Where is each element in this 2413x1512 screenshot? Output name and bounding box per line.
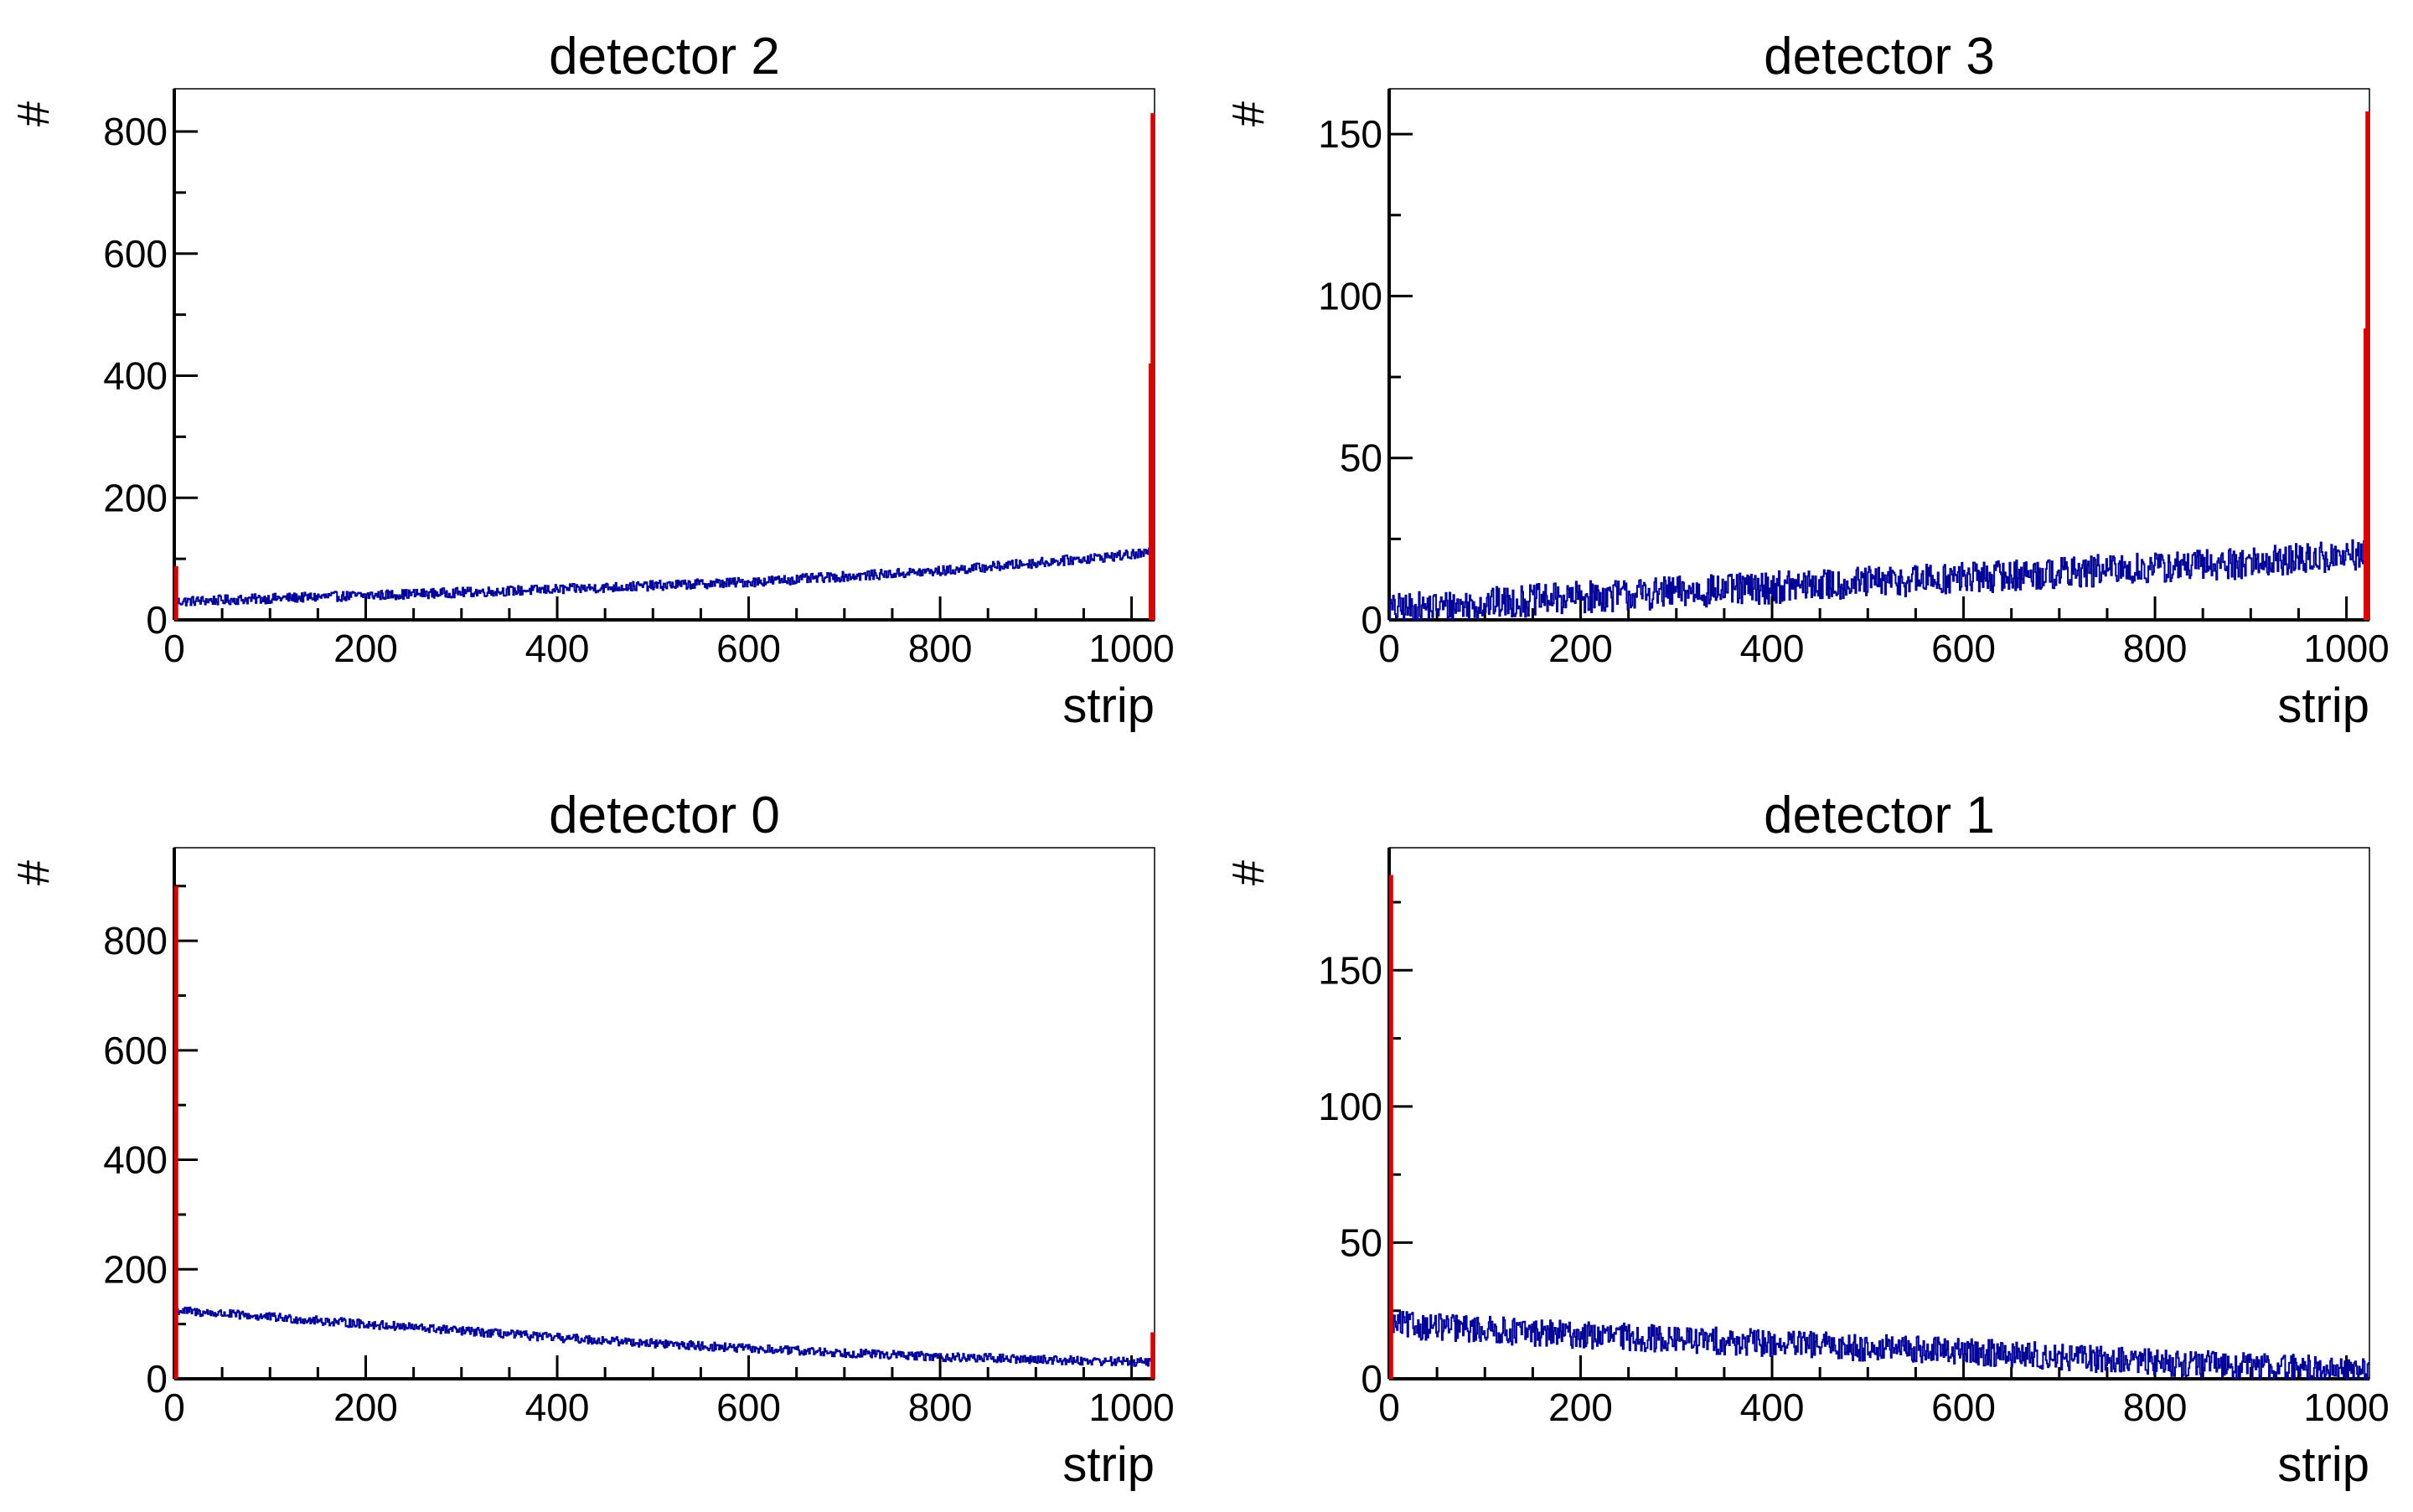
- x-tick-label: 0: [163, 627, 185, 670]
- y-tick-label: 800: [103, 919, 168, 962]
- x-tick-label: 800: [908, 627, 973, 670]
- x-tick-label: 800: [2123, 1386, 2188, 1429]
- x-tick-label: 1000: [1088, 627, 1174, 670]
- x-tick-label: 400: [525, 1386, 590, 1429]
- y-tick-label: 0: [1361, 1357, 1382, 1401]
- y-tick-label: 100: [1318, 1085, 1382, 1128]
- panel-title: detector 0: [549, 787, 780, 844]
- y-axis-label: #: [8, 860, 59, 885]
- x-tick-label: 400: [1740, 1386, 1805, 1429]
- y-tick-label: 150: [1318, 948, 1382, 992]
- y-tick-label: 400: [103, 1138, 168, 1182]
- histogram-panel-0: 0 200 400 600 800 1000 0 200 400 600 800 detector 2…: [8, 28, 1175, 733]
- histogram-panel-1: 0 200 400 600 800 1000 0 50 100 150 detector 3 stri…: [1223, 28, 2390, 733]
- x-tick-label: 600: [1931, 627, 1996, 670]
- histogram-series-line: [1389, 539, 2369, 621]
- x-axis-label: strip: [2277, 679, 2369, 733]
- y-tick-label: 50: [1340, 1220, 1382, 1264]
- x-tick-label: 600: [1931, 1386, 1996, 1429]
- y-axis-label: #: [1223, 860, 1274, 885]
- x-tick-label: 200: [1548, 627, 1613, 670]
- histogram-series-line: [174, 1306, 1155, 1367]
- x-tick-label: 0: [163, 1386, 185, 1429]
- histogram-series-line: [1389, 1311, 2369, 1380]
- x-axis-label: strip: [1062, 1437, 1155, 1492]
- plot-frame: [1388, 88, 2370, 621]
- x-tick-label: 0: [1378, 627, 1400, 670]
- y-tick-label: 0: [146, 598, 168, 642]
- y-tick-label: 600: [103, 232, 168, 276]
- plot-frame: [173, 88, 1155, 621]
- x-tick-label: 0: [1378, 1386, 1400, 1429]
- histogram-panel-2: 0 200 400 600 800 1000 0 200 400 600 800 detector 0…: [8, 787, 1175, 1492]
- x-tick-label: 1000: [2303, 1386, 2389, 1429]
- plot-frame: [1388, 847, 2370, 1380]
- x-tick-label: 600: [716, 627, 781, 670]
- x-tick-label: 200: [1548, 1386, 1613, 1429]
- x-tick-label: 200: [333, 627, 398, 670]
- x-tick-label: 800: [908, 1386, 973, 1429]
- x-tick-label: 800: [2123, 627, 2188, 670]
- y-tick-label: 150: [1318, 112, 1382, 156]
- x-tick-label: 600: [716, 1386, 781, 1429]
- x-tick-label: 1000: [2303, 627, 2389, 670]
- y-tick-label: 100: [1318, 274, 1382, 317]
- y-tick-label: 50: [1340, 436, 1382, 480]
- x-axis-label: strip: [1062, 679, 1155, 733]
- panel-title: detector 1: [1764, 787, 1995, 844]
- y-tick-label: 800: [103, 110, 168, 153]
- x-tick-label: 200: [333, 1386, 398, 1429]
- histogram-series-line: [174, 547, 1155, 606]
- y-tick-label: 200: [103, 1247, 168, 1291]
- y-axis-label: #: [1223, 101, 1274, 126]
- x-axis-label: strip: [2277, 1437, 2369, 1492]
- y-tick-label: 400: [103, 354, 168, 398]
- x-tick-label: 400: [525, 627, 590, 670]
- y-axis-label: #: [8, 101, 59, 126]
- y-tick-label: 0: [1361, 598, 1382, 642]
- panel-title: detector 3: [1764, 28, 1995, 85]
- histogram-panel-3: 0 200 400 600 800 1000 0 50 100 150 detector 1 stri…: [1223, 787, 2390, 1492]
- x-tick-label: 400: [1740, 627, 1805, 670]
- plot-frame: [173, 847, 1155, 1380]
- panel-title: detector 2: [549, 28, 780, 85]
- y-tick-label: 200: [103, 476, 168, 519]
- y-tick-label: 0: [146, 1357, 168, 1401]
- y-tick-label: 600: [103, 1029, 168, 1072]
- x-tick-label: 1000: [1088, 1386, 1174, 1429]
